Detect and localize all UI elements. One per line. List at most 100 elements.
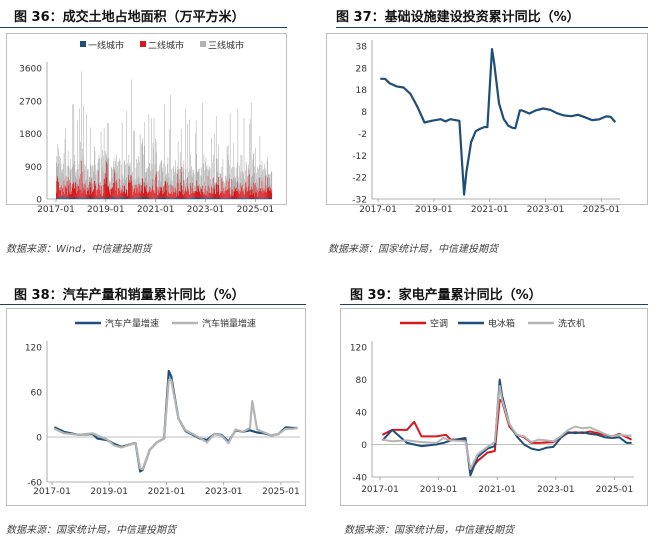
bar-二线城市 xyxy=(98,170,99,197)
bar-一线城市 xyxy=(229,197,230,199)
bar-三线城市 xyxy=(92,164,93,192)
bar-三线城市 xyxy=(252,153,254,183)
bar-二线城市 xyxy=(60,186,62,197)
bar-一线城市 xyxy=(206,197,208,199)
legend-label: 空调 xyxy=(430,318,448,330)
bar-一线城市 xyxy=(177,198,179,199)
bar-三线城市 xyxy=(112,177,114,189)
legend-label: 汽车销量增速 xyxy=(202,318,256,330)
bar-一线城市 xyxy=(148,196,150,199)
bar-三线城市 xyxy=(261,160,263,181)
bar-一线城市 xyxy=(78,198,80,199)
bar-二线城市 xyxy=(222,181,224,198)
bar-三线城市 xyxy=(224,183,225,192)
bar-三线城市 xyxy=(163,163,165,187)
bar-一线城市 xyxy=(82,197,83,199)
bar-三线城市 xyxy=(174,168,176,193)
bar-三线城市 xyxy=(100,182,101,194)
bar-一线城市 xyxy=(67,196,69,199)
bar-二线城市 xyxy=(115,181,117,199)
bar-三线城市 xyxy=(253,153,255,194)
bar-一线城市 xyxy=(208,196,210,199)
bar-一线城市 xyxy=(90,198,92,199)
title-rule-38 xyxy=(0,304,306,305)
bar-一线城市 xyxy=(225,197,227,199)
bar-一线城市 xyxy=(74,196,76,199)
bar-三线城市 xyxy=(155,138,156,177)
bar-一线城市 xyxy=(218,196,220,199)
bar-三线城市 xyxy=(241,177,242,186)
bar-三线城市 xyxy=(183,169,184,195)
bar-三线城市 xyxy=(172,167,174,186)
bar-一线城市 xyxy=(77,196,78,199)
bar-二线城市 xyxy=(270,192,272,197)
bar-一线城市 xyxy=(239,197,241,199)
bar-一线城市 xyxy=(105,198,107,199)
bar-一线城市 xyxy=(158,196,160,199)
bar-三线城市 xyxy=(262,177,264,193)
bar-二线城市 xyxy=(157,195,158,199)
bar-三线城市 xyxy=(232,166,233,190)
bar-一线城市 xyxy=(194,197,195,199)
bar-三线城市 xyxy=(202,186,204,192)
bar-二线城市 xyxy=(116,182,118,199)
x-tick-label: 2023-01 xyxy=(527,205,565,215)
bar-一线城市 xyxy=(240,196,242,199)
bar-三线城市 xyxy=(197,168,199,186)
bar-二线城市 xyxy=(89,182,91,196)
y-tick-label: 8 xyxy=(361,108,367,118)
bar-三线城市 xyxy=(111,167,112,189)
bar-一线城市 xyxy=(243,198,245,199)
y-tick-label: 38 xyxy=(356,43,368,53)
bar-二线城市 xyxy=(210,192,211,198)
bar-三线城市 xyxy=(267,174,269,187)
bar-三线城市 xyxy=(104,172,105,179)
bar-二线城市 xyxy=(166,183,167,199)
bar-二线城市 xyxy=(76,192,77,199)
bar-一线城市 xyxy=(179,197,181,199)
bar-三线城市 xyxy=(252,159,254,190)
bar-三线城市 xyxy=(254,166,255,197)
bar-三线城市 xyxy=(161,161,163,189)
bar-二线城市 xyxy=(150,187,152,199)
bar-二线城市 xyxy=(130,182,131,199)
bar-三线城市 xyxy=(103,155,104,185)
bar-三线城市 xyxy=(132,171,133,186)
bar-二线城市 xyxy=(222,190,223,198)
bar-一线城市 xyxy=(161,197,163,199)
bar-三线城市 xyxy=(79,108,80,179)
bar-一线城市 xyxy=(209,197,211,199)
bar-三线城市 xyxy=(251,175,253,195)
bar-二线城市 xyxy=(191,193,192,198)
bar-三线城市 xyxy=(202,102,203,186)
bar-三线城市 xyxy=(81,71,82,161)
bar-三线城市 xyxy=(115,161,116,191)
bar-三线城市 xyxy=(173,174,175,188)
bar-三线城市 xyxy=(160,182,161,188)
bar-二线城市 xyxy=(83,187,84,199)
bar-一线城市 xyxy=(269,197,271,199)
bar-二线城市 xyxy=(189,194,190,199)
bar-一线城市 xyxy=(69,197,70,199)
bar-一线城市 xyxy=(217,197,219,199)
bar-三线城市 xyxy=(143,181,145,193)
bar-一线城市 xyxy=(188,197,189,199)
bar-一线城市 xyxy=(83,197,85,199)
bar-一线城市 xyxy=(115,196,116,199)
bar-二线城市 xyxy=(257,189,258,198)
bar-一线城市 xyxy=(114,196,115,199)
bar-二线城市 xyxy=(97,188,99,197)
bar-三线城市 xyxy=(158,180,159,190)
bar-二线城市 xyxy=(188,188,189,198)
bar-二线城市 xyxy=(82,171,83,198)
bar-三线城市 xyxy=(58,163,60,182)
bar-二线城市 xyxy=(192,182,193,199)
bar-三线城市 xyxy=(137,162,138,187)
bar-一线城市 xyxy=(265,197,267,199)
bar-三线城市 xyxy=(138,161,140,192)
bar-二线城市 xyxy=(67,177,69,197)
bar-三线城市 xyxy=(248,170,250,191)
bar-二线城市 xyxy=(142,177,143,198)
bar-三线城市 xyxy=(230,187,231,197)
bar-一线城市 xyxy=(139,197,141,199)
